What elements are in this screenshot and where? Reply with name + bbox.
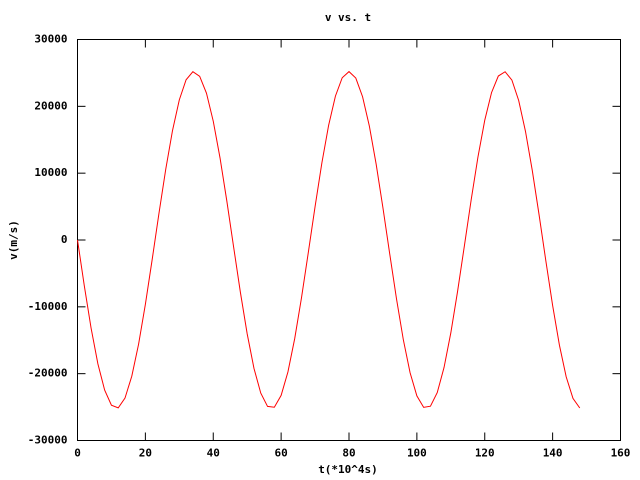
- x-tick-label: 100: [407, 447, 427, 460]
- y-tick-label: -30000: [28, 434, 68, 447]
- y-axis-label: v(m/s): [7, 220, 20, 260]
- x-tick-label: 120: [475, 447, 495, 460]
- y-tick-label: 0: [61, 233, 68, 246]
- x-tick-label: 0: [74, 447, 81, 460]
- y-tick-label: -10000: [28, 300, 68, 313]
- x-tick-label: 140: [543, 447, 563, 460]
- x-tick-label: 40: [207, 447, 220, 460]
- y-tick-label: 30000: [34, 33, 67, 46]
- y-tick-label: 10000: [34, 166, 67, 179]
- y-tick-label: 20000: [34, 99, 67, 112]
- data-line: [77, 70, 581, 409]
- x-tick-label: 60: [275, 447, 288, 460]
- x-axis-label: t(*10^4s): [318, 463, 378, 476]
- x-tick-label: 20: [139, 447, 152, 460]
- y-tick-label: -20000: [28, 367, 68, 380]
- x-tick-label: 160: [611, 447, 631, 460]
- plot-border: [77, 39, 621, 441]
- chart-title: v vs. t: [325, 11, 371, 24]
- x-tick-label: 80: [342, 447, 355, 460]
